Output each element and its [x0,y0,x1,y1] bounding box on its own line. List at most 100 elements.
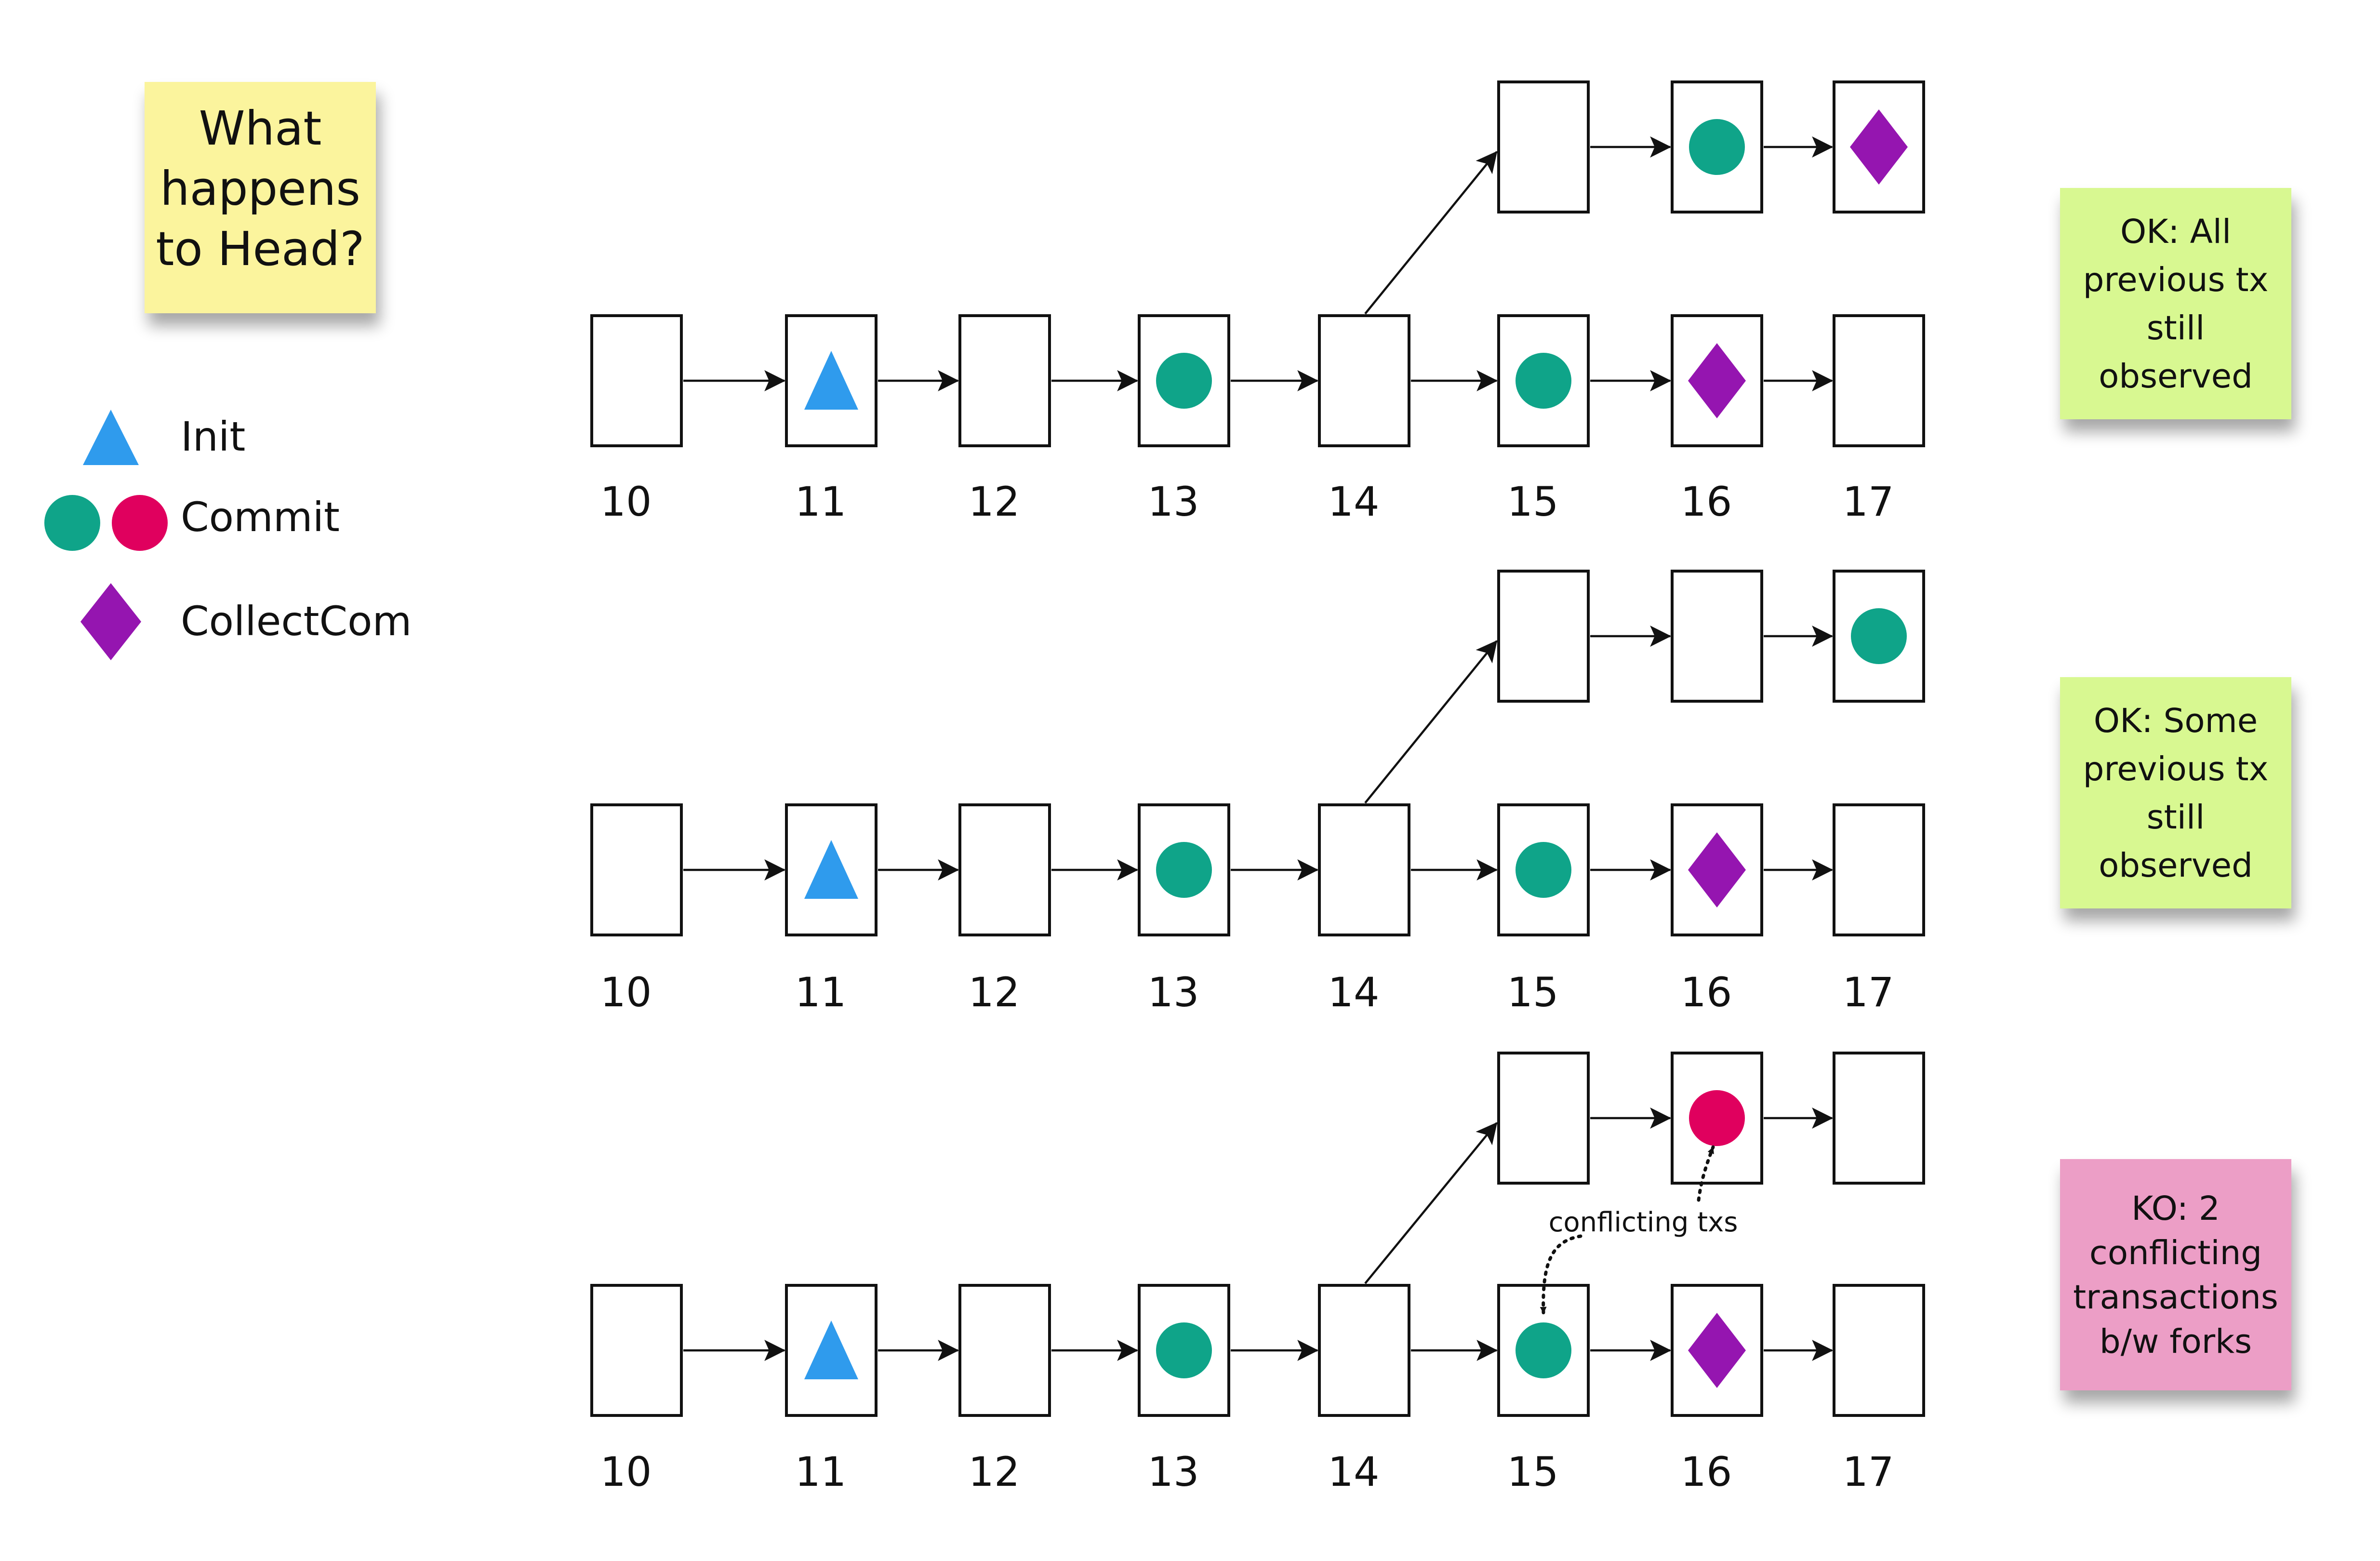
outcome-note-background [2060,1159,2291,1390]
main-block-10: 10 [590,803,683,1016]
slot-label: 16 [1681,478,1732,525]
circle-icon [1516,1322,1571,1378]
block-frame [1671,803,1763,936]
circle-icon [1689,119,1745,175]
diamond-icon [1688,343,1746,418]
slot-label: 14 [1328,969,1380,1016]
triangle-icon [804,840,858,899]
slot-label: 12 [969,969,1020,1016]
circle-icon [1516,842,1571,898]
block-frame [590,1284,683,1417]
block-frame [958,803,1051,936]
fork-block-15 [1497,80,1590,213]
main-block-14: 14 [1318,314,1410,525]
main-block-15: 15 [1497,314,1590,525]
conflict-label: conflicting txs [1549,1207,1738,1238]
outcome-note-background [2060,677,2291,908]
main-block-17: 17 [1833,314,1925,525]
main-block-14: 14 [1318,1284,1410,1495]
outcome-note-background [2060,188,2291,419]
main-block-17: 17 [1833,1284,1925,1495]
scenarios: 10 11 12 13 14 15 16 17 OK: All previous tx still o… [590,80,2291,1495]
main-block-16: 16 [1671,1284,1763,1495]
slot-label: 15 [1507,478,1559,525]
circle-icon [1516,353,1571,409]
triangle-icon [804,351,858,410]
outcome-note-line: still [2147,798,2205,837]
circle-icon [1156,842,1212,898]
block-frame [1318,314,1410,447]
outcome-note: OK: Some previous tx still observed [2060,677,2291,908]
scenario-3: 10 11 12 13 14 15 16 17 conflicting txs KO: 2 conf… [590,1052,2291,1495]
outcome-note-line: conflicting [2089,1234,2262,1272]
outcome-note-line: KO: 2 [2131,1189,2220,1228]
outcome-note-line: previous tx [2083,750,2269,788]
block-frame [1318,1284,1410,1417]
main-block-16: 16 [1671,803,1763,1016]
header-note-line: to Head? [156,222,364,276]
fork-block-15 [1497,1052,1590,1185]
fork-chain [1497,1052,1925,1185]
legend-item-init: Init [83,410,245,465]
header-note: What happens to Head? [145,82,376,313]
slot-label: 16 [1681,1448,1732,1495]
circle-icon [1156,353,1212,409]
circle-icon [1851,608,1907,664]
slot-label: 12 [969,478,1020,525]
diamond-icon [80,583,141,660]
fork-block-16 [1671,570,1763,703]
fork-block-17 [1833,80,1925,213]
circle-icon [112,495,168,551]
outcome-note-line: OK: All [2120,213,2231,251]
header-note-line: What [199,101,322,156]
circle-icon [44,495,100,551]
circle-icon [1156,1322,1212,1378]
block-frame [958,314,1051,447]
slot-label: 17 [1843,478,1894,525]
main-block-15: 15 [1497,1284,1590,1495]
diamond-icon [1688,1313,1746,1388]
legend-label-init: Init [181,413,245,460]
slot-label: 13 [1148,1448,1199,1495]
block-frame [1833,1284,1925,1417]
slot-label: 15 [1507,1448,1559,1495]
outcome-note: KO: 2 conflicting transactions b/w forks [2060,1159,2291,1390]
outcome-note-line: b/w forks [2100,1322,2252,1361]
slot-label: 16 [1681,969,1732,1016]
main-block-10: 10 [590,314,683,525]
outcome-note-line: observed [2099,357,2253,396]
main-block-16: 16 [1671,314,1763,525]
outcome-note-line: previous tx [2083,261,2269,299]
fork-arrow [1364,1122,1498,1284]
main-block-13: 13 [1138,803,1230,1016]
block-frame [1833,314,1925,447]
slot-label: 14 [1328,1448,1380,1495]
fork-chain [1497,80,1925,213]
slot-label: 14 [1328,478,1380,525]
main-block-13: 13 [1138,1284,1230,1495]
main-block-12: 12 [958,314,1051,525]
outcome-note-line: still [2147,309,2205,347]
slot-label: 13 [1148,969,1199,1016]
fork-block-17 [1833,1052,1925,1185]
slot-label: 11 [795,478,847,525]
block-frame [1671,570,1763,703]
diamond-icon [1850,109,1908,185]
slot-label: 11 [795,1448,847,1495]
block-frame [1497,80,1590,213]
main-block-17: 17 [1833,803,1925,1016]
triangle-icon [83,410,139,465]
block-frame [1318,803,1410,936]
slot-label: 10 [600,969,652,1016]
conflict-annotation: conflicting txs [1540,1145,1738,1315]
block-frame [1833,803,1925,936]
main-chain: 10 11 12 13 14 15 16 17 [590,803,1925,1016]
header-note-line: happens [160,161,360,216]
fork-chain [1497,570,1925,703]
main-block-15: 15 [1497,803,1590,1016]
conflict-arrow-up [1697,1145,1715,1202]
legend-label-commit: Commit [181,494,340,541]
triangle-icon [804,1321,858,1379]
outcome-note-line: observed [2099,846,2253,885]
